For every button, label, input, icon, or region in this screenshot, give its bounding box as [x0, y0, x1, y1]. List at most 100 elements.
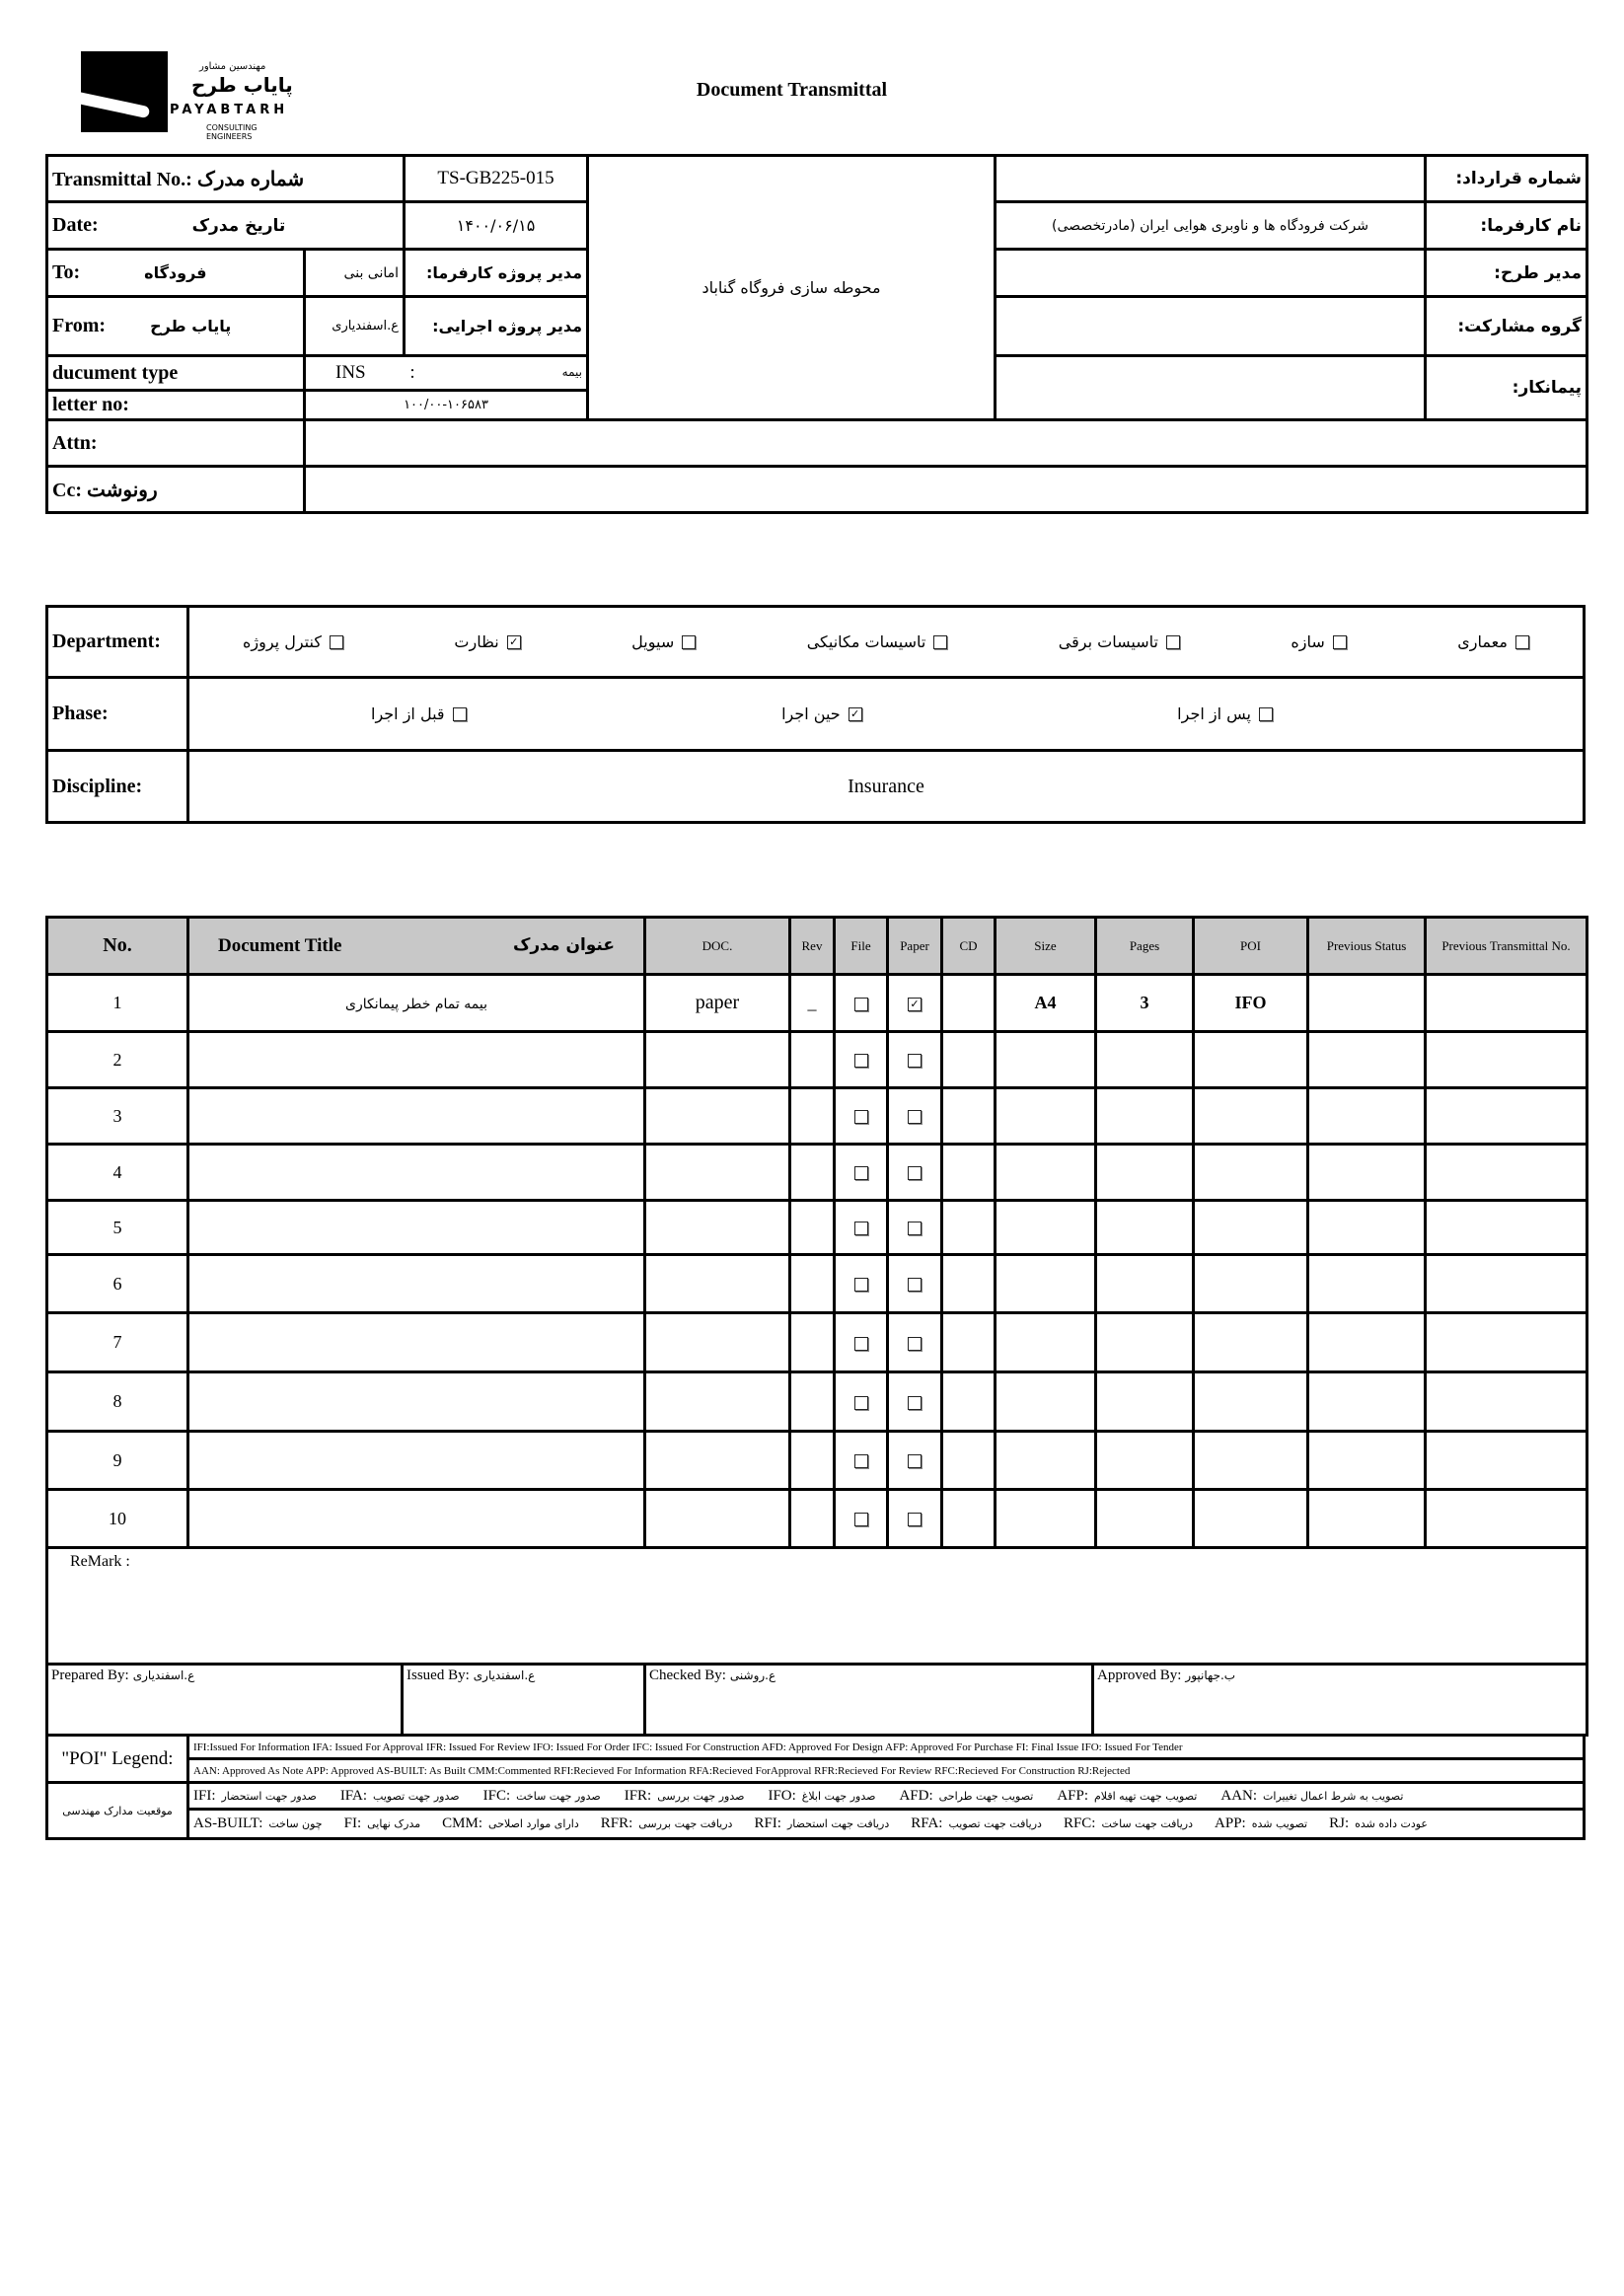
checkbox-icon[interactable] [908, 1513, 922, 1527]
checkbox-checked-icon[interactable]: ✓ [908, 997, 922, 1011]
checkbox-icon[interactable] [908, 1395, 922, 1410]
department-option-label: تاسیسات مکانیکی [806, 632, 926, 651]
remark-signature-table: ReMark : Prepared By: ع.اسفندیاری Issued B… [45, 1546, 1588, 1737]
legend-item: RFI: دریافت جهت استحضار [754, 1815, 889, 1832]
checkbox-icon[interactable] [452, 706, 467, 721]
checkbox-icon[interactable] [908, 1454, 922, 1469]
row-rev [788, 1311, 836, 1373]
department-option[interactable]: تاسیسات برقی [1059, 632, 1180, 651]
signature-label: Prepared By: [51, 1667, 129, 1683]
legend-text: صدور جهت تصویب [373, 1789, 460, 1803]
signature-name: ع.اسفندیاری [473, 1668, 536, 1682]
legend-code: FI: [343, 1815, 362, 1831]
checkbox-icon[interactable] [853, 1278, 868, 1293]
row-title [186, 1199, 646, 1256]
row-file[interactable] [833, 1253, 889, 1314]
row-paper[interactable] [886, 1030, 943, 1089]
row-paper[interactable] [886, 1430, 943, 1491]
checkbox-icon[interactable] [682, 634, 697, 649]
checkbox-icon[interactable] [1514, 634, 1529, 649]
row-file[interactable] [833, 1311, 889, 1373]
phase-option[interactable]: ✓ حین اجرا [781, 704, 862, 723]
checkbox-icon[interactable] [1165, 634, 1180, 649]
checkbox-icon[interactable] [329, 634, 343, 649]
checkbox-icon[interactable] [908, 1336, 922, 1351]
row-paper[interactable] [886, 1199, 943, 1256]
legend-text: صدور جهت ابلاغ [801, 1789, 876, 1803]
department-option[interactable]: کنترل پروژه [243, 632, 343, 651]
cc-value[interactable] [302, 465, 1589, 514]
phase-options: پس از اجرا ✓ حین اجرا قبل از اجرا [186, 676, 1586, 752]
row-file[interactable] [833, 1370, 889, 1433]
signature-cell[interactable]: Approved By: ب.جهانپور [1091, 1663, 1588, 1737]
attn-value[interactable] [302, 418, 1589, 468]
row-file[interactable] [833, 973, 889, 1033]
legend-text: مدرک نهایی [367, 1817, 421, 1830]
phase-option[interactable]: پس از اجرا [1177, 704, 1273, 723]
contract-no-label: شماره قرارداد: [1424, 154, 1589, 203]
row-title [186, 1370, 646, 1433]
row-size [994, 1199, 1097, 1256]
checkbox-icon[interactable] [853, 1395, 868, 1410]
phase-option[interactable]: قبل از اجرا [371, 704, 467, 723]
legend-code: IFI: [193, 1787, 216, 1804]
row-file[interactable] [833, 1430, 889, 1491]
checkbox-checked-icon[interactable]: ✓ [848, 706, 862, 721]
checkbox-icon[interactable] [853, 997, 868, 1011]
checkbox-icon[interactable] [853, 1166, 868, 1181]
checkbox-icon[interactable] [1332, 634, 1347, 649]
row-file[interactable] [833, 1488, 889, 1549]
row-doc: paper [643, 973, 791, 1033]
row-paper[interactable]: ✓ [886, 973, 943, 1033]
checkbox-icon[interactable] [853, 1454, 868, 1469]
checkbox-icon[interactable] [908, 1054, 922, 1069]
logo-fa-top: مهندسین مشاور [199, 61, 266, 72]
department-option[interactable]: تاسیسات مکانیکی [807, 632, 948, 651]
department-option[interactable]: معماری [1457, 632, 1529, 651]
checkbox-icon[interactable] [853, 1336, 868, 1351]
row-file[interactable] [833, 1199, 889, 1256]
signature-cell[interactable]: Issued By: ع.اسفندیاری [401, 1663, 646, 1737]
checkbox-icon[interactable] [853, 1054, 868, 1069]
checkbox-icon[interactable] [908, 1166, 922, 1181]
department-option[interactable]: سازه [1291, 632, 1347, 651]
checkbox-icon[interactable] [933, 634, 948, 649]
checkbox-icon[interactable] [908, 1110, 922, 1125]
partner-value [994, 295, 1428, 357]
checkbox-checked-icon[interactable]: ✓ [506, 634, 521, 649]
col-title: Document Title عنوان مدرک [186, 916, 646, 976]
client-pm-label: مدیر پروژه کارفرما: [403, 248, 590, 298]
row-rev [788, 1370, 836, 1433]
signature-cell[interactable]: Checked By: ع.روشنی [643, 1663, 1094, 1737]
from-label: From: [52, 315, 107, 336]
row-pages: 3 [1094, 973, 1195, 1033]
remark-field[interactable]: ReMark : [45, 1546, 1588, 1666]
checkbox-icon[interactable] [853, 1110, 868, 1125]
row-paper[interactable] [886, 1086, 943, 1146]
row-paper[interactable] [886, 1488, 943, 1549]
table-row: 1 بیمه تمام خطر پیمانکاری paper _ ✓ A4 3 IFO [45, 973, 1588, 1033]
row-prev-status [1306, 1430, 1427, 1491]
row-file[interactable] [833, 1143, 889, 1202]
row-paper[interactable] [886, 1311, 943, 1373]
row-title [186, 1030, 646, 1089]
checkbox-icon[interactable] [853, 1513, 868, 1527]
contractor-label: پیمانکار: [1424, 354, 1589, 421]
legend-code: AFD: [899, 1787, 933, 1804]
row-file[interactable] [833, 1086, 889, 1146]
checkbox-icon[interactable] [908, 1222, 922, 1236]
row-paper[interactable] [886, 1143, 943, 1202]
row-paper[interactable] [886, 1253, 943, 1314]
legend-text: دریافت جهت ساخت [1101, 1817, 1194, 1830]
legend-text: دریافت جهت بررسی [638, 1817, 733, 1830]
department-option[interactable]: ✓ نظارت [454, 632, 521, 651]
checkbox-icon[interactable] [1258, 706, 1273, 721]
row-file[interactable] [833, 1030, 889, 1089]
checkbox-icon[interactable] [853, 1222, 868, 1236]
legend-text: چون ساخت [268, 1817, 323, 1830]
row-paper[interactable] [886, 1370, 943, 1433]
signature-cell[interactable]: Prepared By: ع.اسفندیاری [45, 1663, 404, 1737]
department-option[interactable]: سیویل [631, 632, 697, 651]
checkbox-icon[interactable] [908, 1278, 922, 1293]
legend-text: دارای موارد اصلاحی [488, 1817, 579, 1830]
